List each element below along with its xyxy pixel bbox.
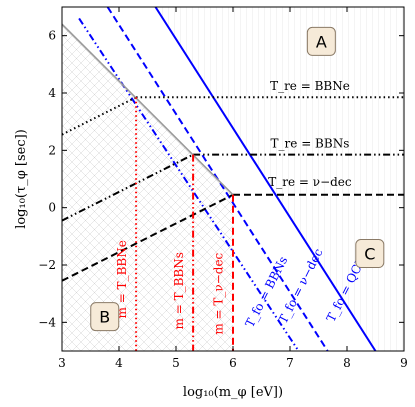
y-tick-label: −2 bbox=[38, 258, 56, 272]
y-tick-label: 4 bbox=[48, 86, 56, 100]
x-tick-label: 3 bbox=[58, 356, 66, 370]
region-label-box-b bbox=[90, 302, 120, 332]
y-tick-label: 6 bbox=[48, 29, 56, 43]
x-axis-label: log₁₀(m_φ [eV]) bbox=[183, 385, 283, 400]
series-line-9 bbox=[62, 23, 234, 196]
series-line-8 bbox=[62, 193, 234, 282]
region-b-hatch bbox=[62, 24, 233, 351]
axis-ticks: 3 4 5 6 7 8 9 −4 −2 0 2 4 6 bbox=[38, 7, 408, 370]
x-axis-label-text: log₁₀(m_φ [eV]) bbox=[183, 385, 283, 400]
x-tick-label: 6 bbox=[229, 356, 237, 370]
region-labels: A B C bbox=[90, 26, 385, 332]
region-label-box-a bbox=[306, 26, 336, 56]
annotation-tre_nudec: T_re = ν−dec bbox=[268, 175, 352, 189]
x-tick-label: 7 bbox=[286, 356, 294, 370]
region-label-c: C bbox=[364, 245, 375, 264]
series-line-6 bbox=[62, 96, 137, 136]
annotation-m_bbne: m = T_BBNe bbox=[115, 240, 129, 318]
x-tick-label: 9 bbox=[400, 356, 408, 370]
region-label-box-c bbox=[355, 239, 385, 269]
region-label-a: A bbox=[316, 32, 327, 51]
annotation-m_nudec: m = T_ν−dec bbox=[212, 252, 226, 334]
series-line-7 bbox=[62, 153, 194, 222]
shaded-regions bbox=[62, 7, 404, 351]
y-axis-label: log₁₀(τ_φ [sec]) bbox=[14, 129, 29, 229]
series-lines bbox=[62, 7, 404, 351]
annotation-tre_bbne: T_re = BBNe bbox=[270, 79, 350, 93]
y-tick-label: −4 bbox=[38, 315, 56, 329]
x-tick-label: 5 bbox=[172, 356, 180, 370]
region-a-hatch bbox=[155, 7, 404, 351]
y-tick-label: 2 bbox=[48, 143, 56, 157]
x-tick-label: 4 bbox=[115, 356, 123, 370]
series-line-0 bbox=[154, 7, 377, 351]
y-tick-label: 0 bbox=[48, 201, 56, 215]
y-axis-label-text: log₁₀(τ_φ [sec]) bbox=[14, 129, 29, 229]
x-tick-label: 8 bbox=[343, 356, 351, 370]
annotation-tre_bbns: T_re = BBNs bbox=[271, 136, 350, 150]
region-label-b: B bbox=[99, 308, 110, 327]
annotation-m_bbns: m = T_BBNs bbox=[172, 252, 186, 329]
